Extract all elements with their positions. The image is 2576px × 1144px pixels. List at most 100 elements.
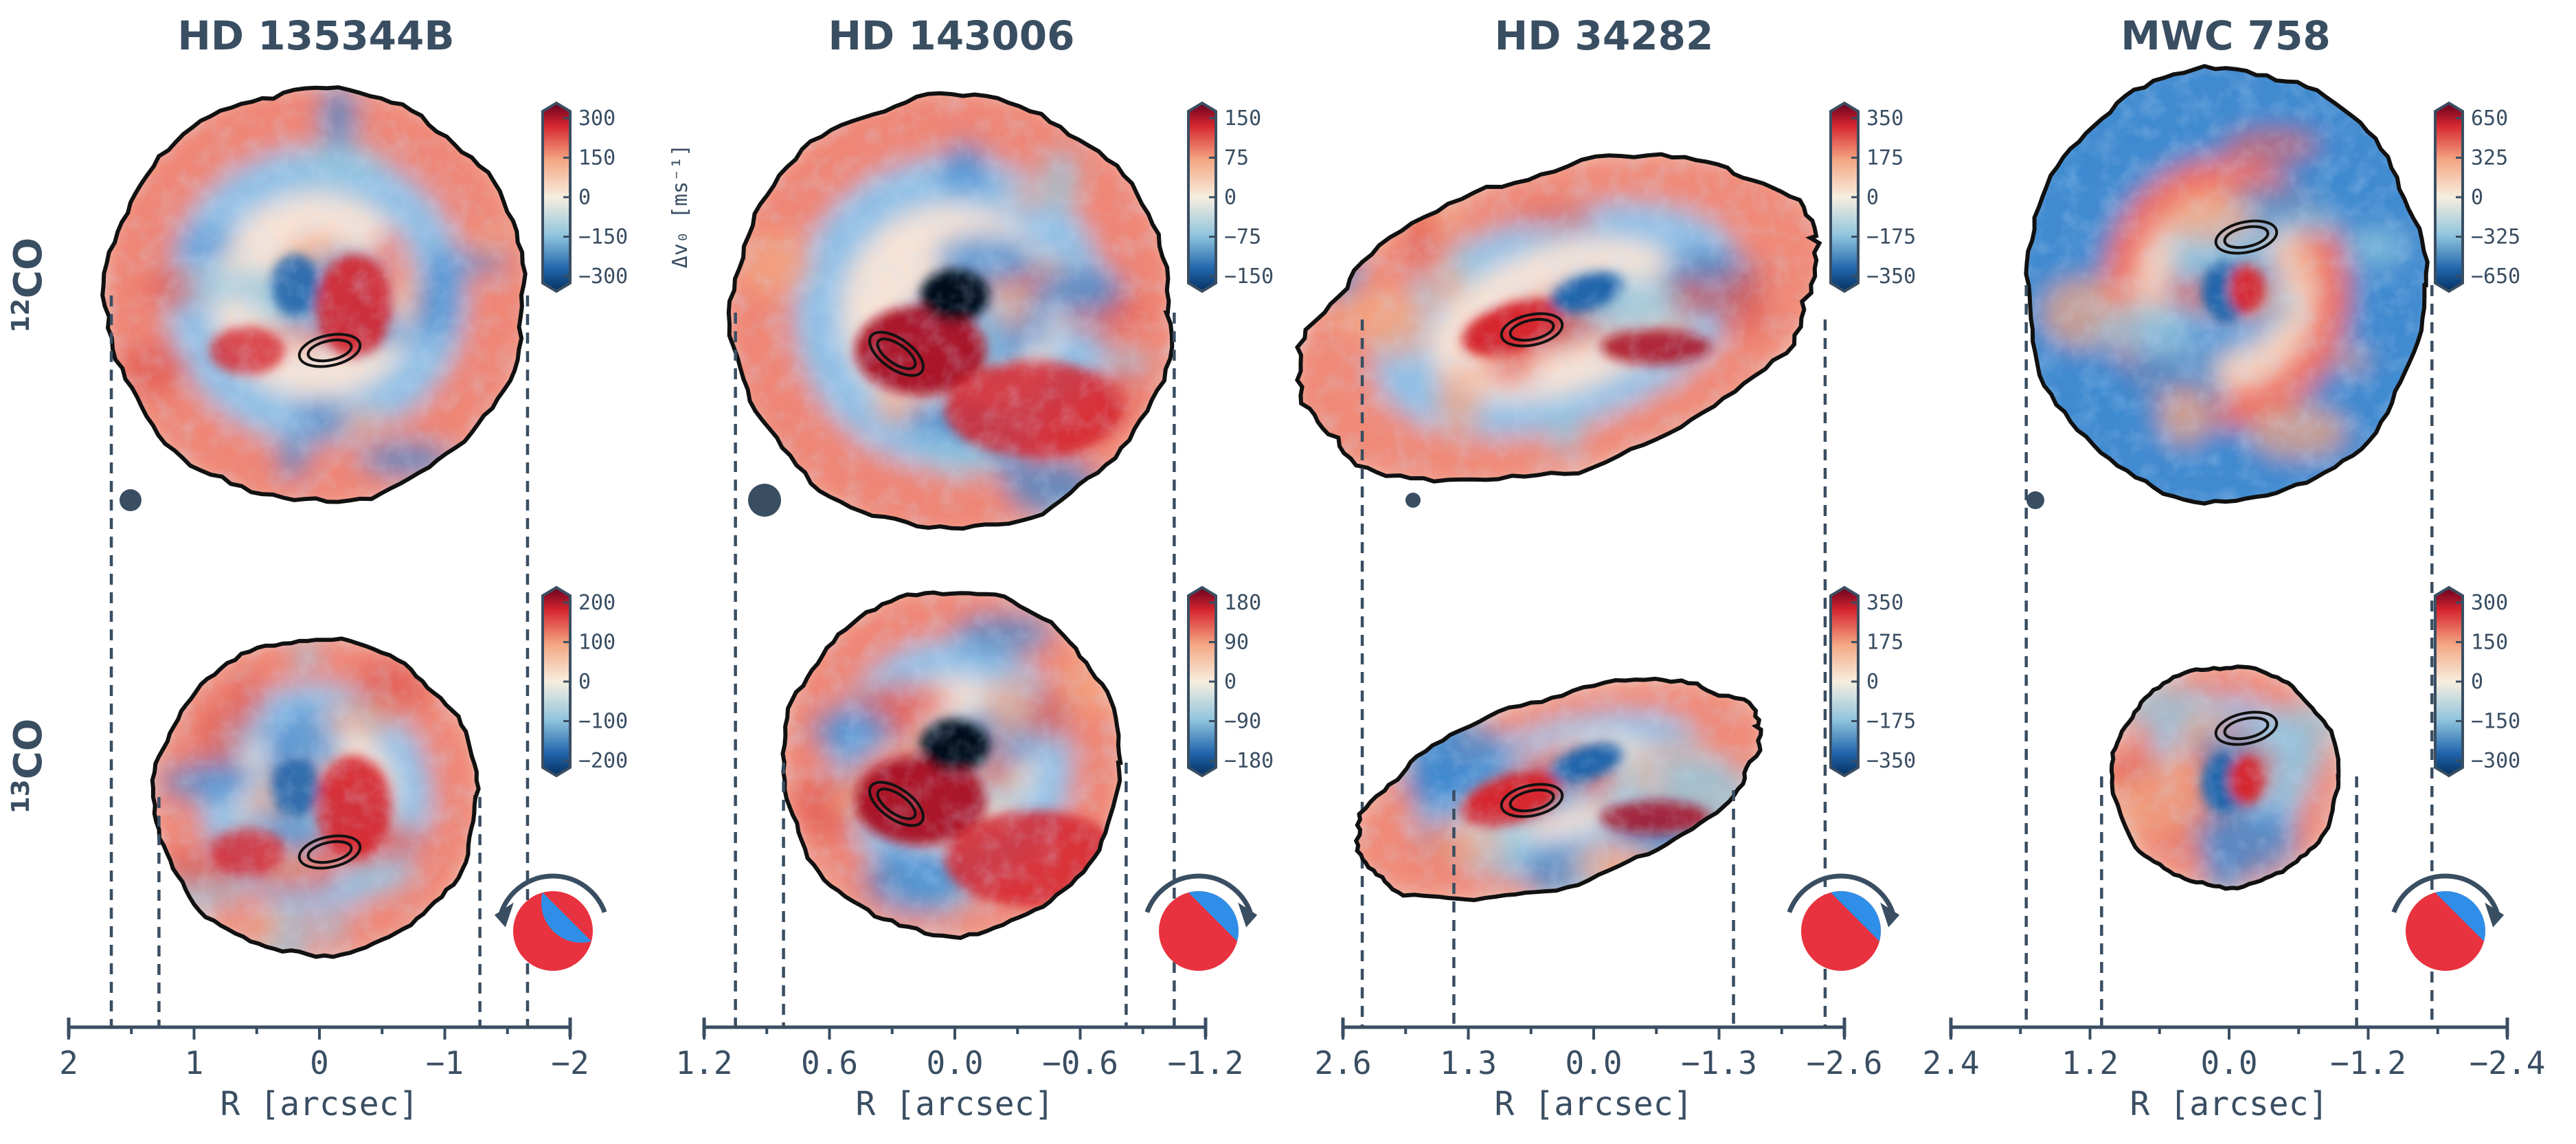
colorbar-tick-label: 350: [1866, 106, 1903, 131]
colorbar-tick-label: 0: [1224, 670, 1236, 694]
disk-outline: [150, 636, 481, 959]
panels: HD 135344B3001500−150−3002001000−100−200…: [59, 12, 2545, 1123]
colorbar-tick-label: 0: [2471, 670, 2483, 694]
rotation-arrow-head: [1238, 902, 1258, 928]
x-tick-label: −1: [426, 1044, 464, 1081]
x-axis: 2 1 0 −1 −2 R [arcsec]: [59, 1018, 589, 1123]
velocity-map: [728, 93, 1173, 529]
colorbar-tick-label: 0: [578, 186, 591, 210]
velocity-map: [152, 638, 479, 957]
disk-outline: [2109, 664, 2341, 891]
disk-outline: [726, 91, 1175, 531]
x-axis-label: R [arcsec]: [856, 1085, 1054, 1123]
pie-blue: [2434, 891, 2485, 942]
disk-12CO: [100, 85, 530, 1027]
colorbar-tick-label: −200: [578, 749, 628, 773]
colorbar-tick-label: −325: [2471, 225, 2520, 249]
colorbar-tick-label: −180: [1224, 749, 1274, 773]
colorbar-unit-label: Δv₀ [ms⁻¹]: [668, 144, 692, 269]
rotation-indicator: [2391, 873, 2505, 971]
colorbar-tick-label: −175: [1866, 225, 1916, 249]
colorbar-bar: [1829, 585, 1860, 778]
rotation-arrow-head: [2485, 902, 2505, 928]
colorbar-tick-label: −350: [1866, 749, 1916, 773]
x-tick-label: 1: [185, 1044, 204, 1081]
colorbar-bar: [541, 101, 572, 293]
rotation-indicator: [494, 873, 607, 971]
disk-outline: [1353, 676, 1763, 903]
colorbar-bar: [2434, 585, 2464, 778]
disk-outline: [2024, 64, 2430, 506]
panel-1: HD 135344B 300 150 0 −150 −300 200 100 0 −100 −200…: [59, 12, 628, 1123]
x-axis-label: R [arcsec]: [221, 1085, 419, 1123]
disk-12CO: [726, 91, 1176, 1027]
colorbar-tick-label: −150: [2471, 710, 2520, 734]
colorbar-tick-label: 350: [1866, 591, 1903, 615]
x-tick-label: 0.0: [1565, 1044, 1622, 1081]
colorbar-tick-label: 300: [2471, 591, 2508, 615]
disk-outline: [780, 590, 1123, 941]
colorbar-tick-label: −100: [578, 710, 628, 734]
velocity-map: [2026, 66, 2428, 504]
rotation-arrow: [499, 873, 607, 913]
velocity-map: [782, 592, 1121, 938]
colorbar-tick-label: −90: [1224, 710, 1261, 734]
row-label-12co: 12CO: [6, 238, 51, 333]
colorbar-tick-label: 175: [1866, 146, 1903, 170]
colorbar-tick-label: 150: [1224, 106, 1261, 131]
disk-outline: [1294, 152, 1822, 484]
panel-title: HD 143006: [828, 12, 1074, 59]
disk-outline: [100, 85, 528, 504]
colorbar-tick-label: −75: [1224, 225, 1261, 249]
colorbar-tick-label: 0: [2471, 186, 2483, 210]
row-label-13co: 13CO: [6, 719, 51, 814]
x-tick-label: 0: [310, 1044, 329, 1081]
rotation-arrow: [1787, 873, 1895, 913]
row-label-text-12co: 12CO: [6, 238, 51, 333]
colorbar-tick-label: 180: [1224, 591, 1261, 615]
colorbar-tick-label: 0: [1866, 670, 1879, 694]
beam-ellipse: [120, 489, 142, 511]
disk-13CO: [2100, 664, 2358, 1027]
colorbar-bar: [1187, 101, 1217, 293]
beam-ellipse: [1405, 493, 1421, 508]
x-axis: 1.2 0.6 0.0 −0.6 −1.2 R [arcsec]: [675, 1018, 1243, 1123]
colorbar-13CO: 350 175 0 −175 −350: [1829, 585, 1916, 778]
disk-13CO: [150, 636, 482, 1027]
x-axis: 2.4 1.2 0.0 −1.2 −2.4 R [arcsec]: [1922, 1018, 2545, 1123]
x-tick-label: 2.6: [1314, 1044, 1371, 1081]
pie-blue: [1830, 891, 1881, 942]
rotation-indicator: [1144, 873, 1258, 971]
row-label-text-13co: 13CO: [6, 719, 51, 814]
disk-13CO: [780, 590, 1128, 1027]
colorbar-tick-label: −300: [578, 265, 628, 289]
colorbar-bar: [2434, 101, 2464, 293]
colorbar-tick-label: 325: [2471, 146, 2508, 170]
colorbar-tick-label: 0: [1224, 186, 1236, 210]
pie-blue: [541, 892, 592, 943]
x-axis: 2.6 1.3 0.0 −1.3 −2.6 R [arcsec]: [1314, 1018, 1882, 1123]
colorbar-bar: [541, 585, 572, 778]
dust-contours: [297, 834, 362, 870]
panel-title: MWC 758: [2121, 12, 2331, 59]
colorbar-tick-label: −350: [1866, 265, 1916, 289]
colorbar-tick-label: −175: [1866, 710, 1916, 734]
rotation-arrow: [2391, 873, 2500, 913]
dust-contours: [868, 781, 925, 827]
panel-3: HD 34282 350 175 0 −175 −350 350 175 0 −175 −350 2.…: [1255, 12, 1916, 1123]
colorbar-tick-label: 0: [1866, 186, 1879, 210]
colorbar-12CO: 350 175 0 −175 −350: [1829, 101, 1916, 293]
colorbar-tick-label: 100: [578, 631, 615, 655]
dust-contours: [297, 333, 362, 368]
rotation-arrow: [1144, 873, 1253, 913]
colorbar-13CO: 200 100 0 −100 −200: [541, 585, 628, 778]
panel-4: MWC 758 650 325 0 −325 −650 300 150 0 −150 −300 2.4…: [1922, 12, 2545, 1123]
dust-contours: [1500, 783, 1564, 818]
pie-blue: [1188, 891, 1239, 942]
x-tick-label: −0.6: [1042, 1044, 1118, 1081]
x-tick-label: −1.2: [1168, 1044, 1244, 1081]
beam-ellipse: [2026, 491, 2044, 509]
x-tick-label: 1.3: [1440, 1044, 1497, 1081]
panel-title: HD 34282: [1495, 12, 1714, 59]
velocity-map: [102, 87, 526, 502]
